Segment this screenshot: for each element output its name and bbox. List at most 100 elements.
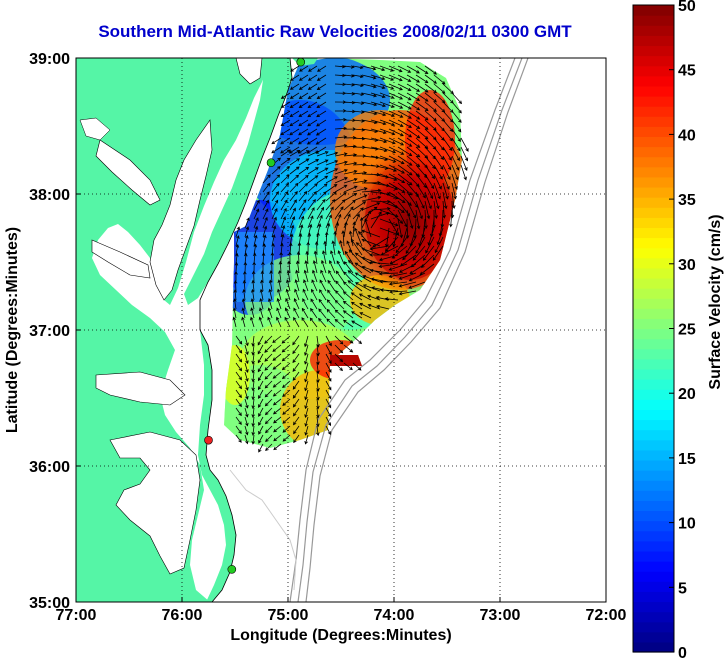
colorbar-band xyxy=(633,631,674,643)
colorbar-band xyxy=(633,530,674,542)
colorbar-band xyxy=(633,95,674,107)
radar-stations xyxy=(204,58,306,574)
isobath-line xyxy=(289,58,516,602)
colorbar-band xyxy=(633,379,674,390)
page-title: Southern Mid-Atlantic Raw Velocities 200… xyxy=(98,22,572,41)
x-axis-label: Longitude (Degrees:Minutes) xyxy=(230,627,451,644)
colorbar-band xyxy=(633,288,674,299)
isobaths xyxy=(229,58,529,602)
colorbar-tick-label: 40 xyxy=(678,127,696,144)
albemarle-sound xyxy=(95,371,186,406)
x-tick-label: 72:00 xyxy=(586,607,627,624)
station-marker xyxy=(266,158,276,168)
colorbar-band xyxy=(633,490,674,501)
colorbar-tick-label: 20 xyxy=(678,386,696,403)
colorbar-label: Surface Velocity (cm/s) xyxy=(707,214,724,389)
x-tick-label: 76:00 xyxy=(162,607,203,624)
y-tick-label: 37:00 xyxy=(29,323,70,340)
colorbar-band xyxy=(633,571,674,582)
land-delmarva xyxy=(184,58,292,305)
y-tick-label: 39:00 xyxy=(29,51,70,68)
colorbar-tick-label: 45 xyxy=(678,63,696,80)
colorbar-band xyxy=(633,550,674,562)
colorbar-band xyxy=(633,318,674,330)
colorbar-band xyxy=(633,338,674,350)
delaware-bay xyxy=(235,58,263,85)
y-tick-label: 38:00 xyxy=(29,187,70,204)
velocity-patch-low xyxy=(236,232,274,302)
colorbar-band xyxy=(633,480,674,491)
colorbar-tick-labels: 0 5 10 15 20 25 30 35 40 45 50 xyxy=(669,0,696,659)
colorbar-band xyxy=(633,328,674,340)
colorbar-band xyxy=(633,470,674,481)
inland-water xyxy=(79,117,111,141)
colorbar-band xyxy=(633,561,674,572)
colorbar-band xyxy=(633,601,674,613)
colorbar-band xyxy=(633,75,674,87)
x-tick-labels: 77:00 76:00 75:00 74:00 73:00 72:00 xyxy=(56,597,627,624)
colorbar-band xyxy=(633,308,674,319)
colorbar-band xyxy=(633,25,674,36)
chesapeake-bay xyxy=(149,119,213,301)
colorbar-band xyxy=(633,267,674,279)
colorbar-band xyxy=(633,621,674,633)
x-tick-label: 77:00 xyxy=(56,607,97,624)
x-tick-label: 73:00 xyxy=(480,607,521,624)
grid-lines xyxy=(76,58,606,602)
colorbar-band xyxy=(633,459,674,471)
colorbar-band xyxy=(633,207,674,218)
colorbar-band xyxy=(633,15,674,26)
colorbar-band xyxy=(633,5,674,16)
colorbar-band xyxy=(633,429,674,441)
colorbar-band xyxy=(633,277,674,289)
colorbar-band xyxy=(633,217,674,229)
colorbar-tick-label: 50 xyxy=(678,0,696,15)
colorbar-band xyxy=(633,136,674,148)
colorbar-band xyxy=(633,591,674,603)
colorbar-band xyxy=(633,126,674,138)
colorbar-band xyxy=(633,449,674,461)
colorbar-band xyxy=(633,520,674,532)
colorbar-band xyxy=(633,85,674,97)
colorbar-tick-label: 30 xyxy=(678,257,696,274)
y-tick-label: 36:00 xyxy=(29,459,70,476)
pamlico-sound xyxy=(109,431,201,575)
colorbar-band xyxy=(633,227,674,239)
colorbar-tick-label: 10 xyxy=(678,516,696,533)
colorbar-band xyxy=(633,419,674,431)
station-marker xyxy=(204,435,213,445)
colorbar-tick-label: 0 xyxy=(678,645,687,659)
y-axis-label: Latitude (Degrees:Minutes) xyxy=(4,227,21,433)
colorbar-tick-label: 35 xyxy=(678,192,696,209)
colorbar-band xyxy=(633,197,674,208)
colorbar-tick-label: 5 xyxy=(678,580,687,597)
colorbar-band xyxy=(633,146,674,158)
station-marker xyxy=(296,58,306,67)
colorbar-band xyxy=(633,45,674,57)
x-tick-label: 75:00 xyxy=(268,607,309,624)
colorbar-band xyxy=(633,611,674,623)
land-barrier-islands xyxy=(198,330,236,602)
colorbar-band xyxy=(633,35,674,47)
colorbar-band xyxy=(633,166,674,178)
isobath-line xyxy=(297,58,523,602)
colorbar-band xyxy=(633,156,674,168)
colorbar-band xyxy=(633,399,674,410)
colorbar-band xyxy=(633,348,674,360)
colorbar-band xyxy=(633,510,674,522)
y-tick-labels: 39:00 38:00 37:00 36:00 35:00 xyxy=(29,51,81,612)
colorbar-band xyxy=(633,247,674,259)
colorbar-band xyxy=(633,298,674,309)
isobath-line xyxy=(229,469,297,591)
coastline xyxy=(199,58,293,602)
colorbar-band xyxy=(633,641,674,653)
velocity-arrows xyxy=(232,64,469,453)
velocity-arrow-set xyxy=(232,64,469,453)
colorbar-band xyxy=(633,116,674,127)
colorbar-band xyxy=(633,186,674,198)
colorbar-band xyxy=(633,368,674,380)
colorbar: 0 5 10 15 20 25 30 35 40 45 50 Surface Velocity (c… xyxy=(632,0,724,659)
y-tick-label: 35:00 xyxy=(29,595,70,612)
colorbar-band xyxy=(633,439,674,451)
james-river xyxy=(91,239,151,279)
